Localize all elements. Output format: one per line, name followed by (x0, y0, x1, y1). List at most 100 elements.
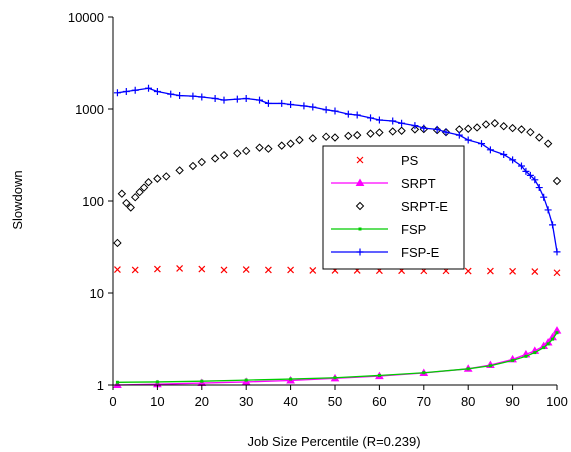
data-point (552, 176, 562, 186)
data-point (333, 376, 337, 380)
x-tick-label: 0 (109, 394, 116, 409)
data-point (322, 106, 330, 114)
data-point (277, 141, 286, 150)
data-point (308, 134, 318, 143)
data-point (511, 358, 515, 362)
data-point (113, 89, 121, 97)
data-point (420, 124, 428, 132)
data-point (233, 149, 242, 158)
data-point (309, 103, 317, 111)
data-point (397, 126, 406, 135)
data-point (481, 120, 491, 129)
data-point (553, 269, 561, 277)
data-point (300, 102, 308, 110)
data-point (188, 161, 198, 171)
legend-label: SRPT (401, 176, 436, 191)
data-point (211, 95, 219, 103)
y-tick-label: 1000 (75, 102, 104, 117)
data-point (517, 125, 526, 134)
data-point (115, 380, 119, 384)
data-point (220, 96, 228, 104)
data-point (551, 337, 555, 341)
legend-item: PS (356, 153, 419, 168)
y-axis-title: Slowdown (10, 170, 25, 229)
data-point (321, 132, 331, 141)
data-point (486, 267, 494, 275)
data-point (464, 136, 472, 144)
data-point (131, 266, 139, 274)
legend-item: FSP-E (331, 245, 440, 260)
data-point (139, 183, 149, 192)
data-point (352, 130, 362, 140)
x-tick-label: 80 (461, 394, 475, 409)
data-point (509, 267, 517, 275)
x-tick-label: 20 (195, 394, 209, 409)
y-tick-label: 100 (82, 194, 104, 209)
data-point (377, 373, 381, 377)
data-point (531, 268, 539, 275)
data-point (410, 125, 420, 134)
data-point (176, 264, 184, 272)
data-point (546, 342, 550, 346)
series-ps (114, 264, 561, 277)
data-point (366, 129, 375, 138)
data-point (220, 266, 228, 274)
series-line (117, 330, 558, 386)
data-point (442, 128, 450, 136)
legend-item: SRPT (331, 176, 436, 191)
data-point (198, 265, 206, 273)
x-tick-label: 10 (150, 394, 164, 409)
data-point (130, 192, 140, 202)
data-point (176, 92, 184, 100)
series-line (117, 332, 558, 383)
data-point (455, 131, 463, 139)
data-point (508, 123, 517, 133)
data-point (210, 154, 220, 163)
data-point (242, 266, 250, 273)
data-point (126, 203, 135, 212)
data-point (244, 378, 248, 382)
data-point (175, 166, 184, 175)
legend-marker (358, 227, 362, 231)
data-point (153, 174, 162, 183)
data-point (287, 100, 295, 108)
data-point (255, 143, 264, 152)
x-tick-label: 40 (283, 394, 297, 409)
data-point (555, 331, 559, 335)
data-point (540, 193, 548, 201)
data-point (411, 122, 419, 130)
data-point (122, 198, 131, 208)
data-point (422, 371, 426, 375)
data-point (286, 139, 295, 148)
data-point (353, 111, 361, 119)
x-tick-label: 50 (328, 394, 342, 409)
data-point (517, 162, 525, 170)
data-point (114, 266, 121, 273)
data-point (542, 346, 546, 350)
data-point (464, 267, 472, 275)
legend-marker (355, 178, 365, 186)
data-point (113, 238, 122, 248)
data-point (433, 125, 441, 133)
data-point (509, 156, 517, 164)
legend: PS SRPT SRPT-E FSP FSP-E (322, 145, 465, 270)
data-point (256, 96, 264, 104)
data-point (388, 127, 397, 136)
data-point (531, 176, 539, 184)
legend-label: PS (401, 153, 419, 168)
legend-marker (356, 156, 364, 164)
x-tick-label: 100 (546, 394, 568, 409)
x-tick-label: 90 (505, 394, 519, 409)
data-point (375, 116, 383, 124)
data-point (526, 127, 535, 137)
data-point (145, 84, 153, 92)
data-point (549, 221, 557, 229)
data-point (486, 146, 494, 154)
y-tick-label: 10 (90, 286, 104, 301)
series-fsp (115, 331, 559, 384)
data-point (526, 171, 534, 179)
data-point (344, 131, 353, 141)
data-point (233, 95, 241, 103)
x-tick-label: 60 (372, 394, 386, 409)
